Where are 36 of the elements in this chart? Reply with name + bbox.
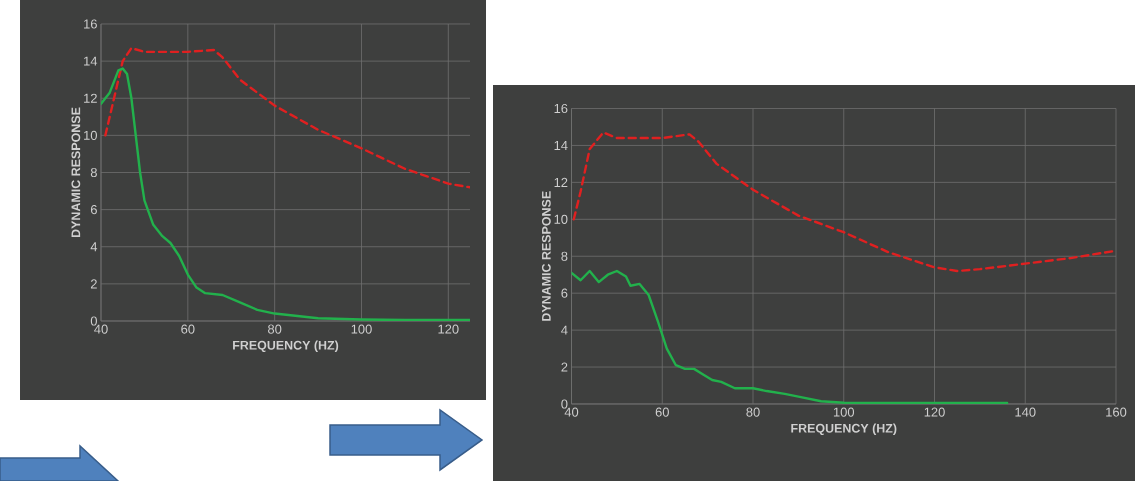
x-axis-title: FREQUENCY (HZ)	[791, 423, 897, 436]
x-axis-title: FREQUENCY (HZ)	[233, 340, 339, 353]
x-tick-label: 140	[1015, 407, 1036, 417]
y-tick-label: 8	[90, 167, 97, 178]
x-tick-label: 120	[438, 324, 459, 334]
y-tick-label: 16	[84, 19, 97, 29]
x-tick-label: 100	[833, 407, 855, 417]
y-tick-label: 6	[561, 288, 568, 298]
y-tick-label: 14	[84, 56, 98, 66]
y-axis-title: DYNAMIC RESPONSE	[71, 107, 81, 238]
y-tick-label: 0	[90, 316, 97, 326]
y-tick-label: 16	[554, 103, 568, 114]
y-tick-label: 6	[90, 205, 97, 215]
x-tick-label: 120	[924, 407, 945, 417]
x-tick-label: 60	[655, 407, 669, 417]
y-tick-label: 10	[84, 130, 97, 140]
line-series	[571, 269, 1009, 404]
x-tick-label: 160	[1106, 407, 1127, 417]
y-axis-title: DYNAMIC RESPONSE	[541, 191, 551, 321]
line-series	[104, 46, 471, 189]
y-tick-label: 4	[90, 242, 98, 252]
y-tick-label: 0	[561, 399, 568, 409]
x-tick-label: 60	[181, 324, 195, 334]
y-tick-label: 12	[554, 177, 568, 187]
y-tick-label: 8	[561, 251, 568, 261]
x-tick-label: 80	[746, 407, 760, 417]
x-tick-label: 40	[94, 324, 108, 334]
y-tick-label: 12	[84, 93, 97, 103]
x-tick-label: 40	[564, 407, 579, 417]
x-tick-label: 100	[351, 324, 372, 334]
y-tick-label: 4	[561, 325, 568, 335]
x-tick-label: 80	[268, 324, 282, 334]
y-tick-label: 10	[554, 214, 568, 224]
y-tick-label: 2	[90, 279, 97, 289]
y-tick-label: 14	[554, 140, 568, 150]
y-tick-label: 2	[561, 362, 568, 372]
